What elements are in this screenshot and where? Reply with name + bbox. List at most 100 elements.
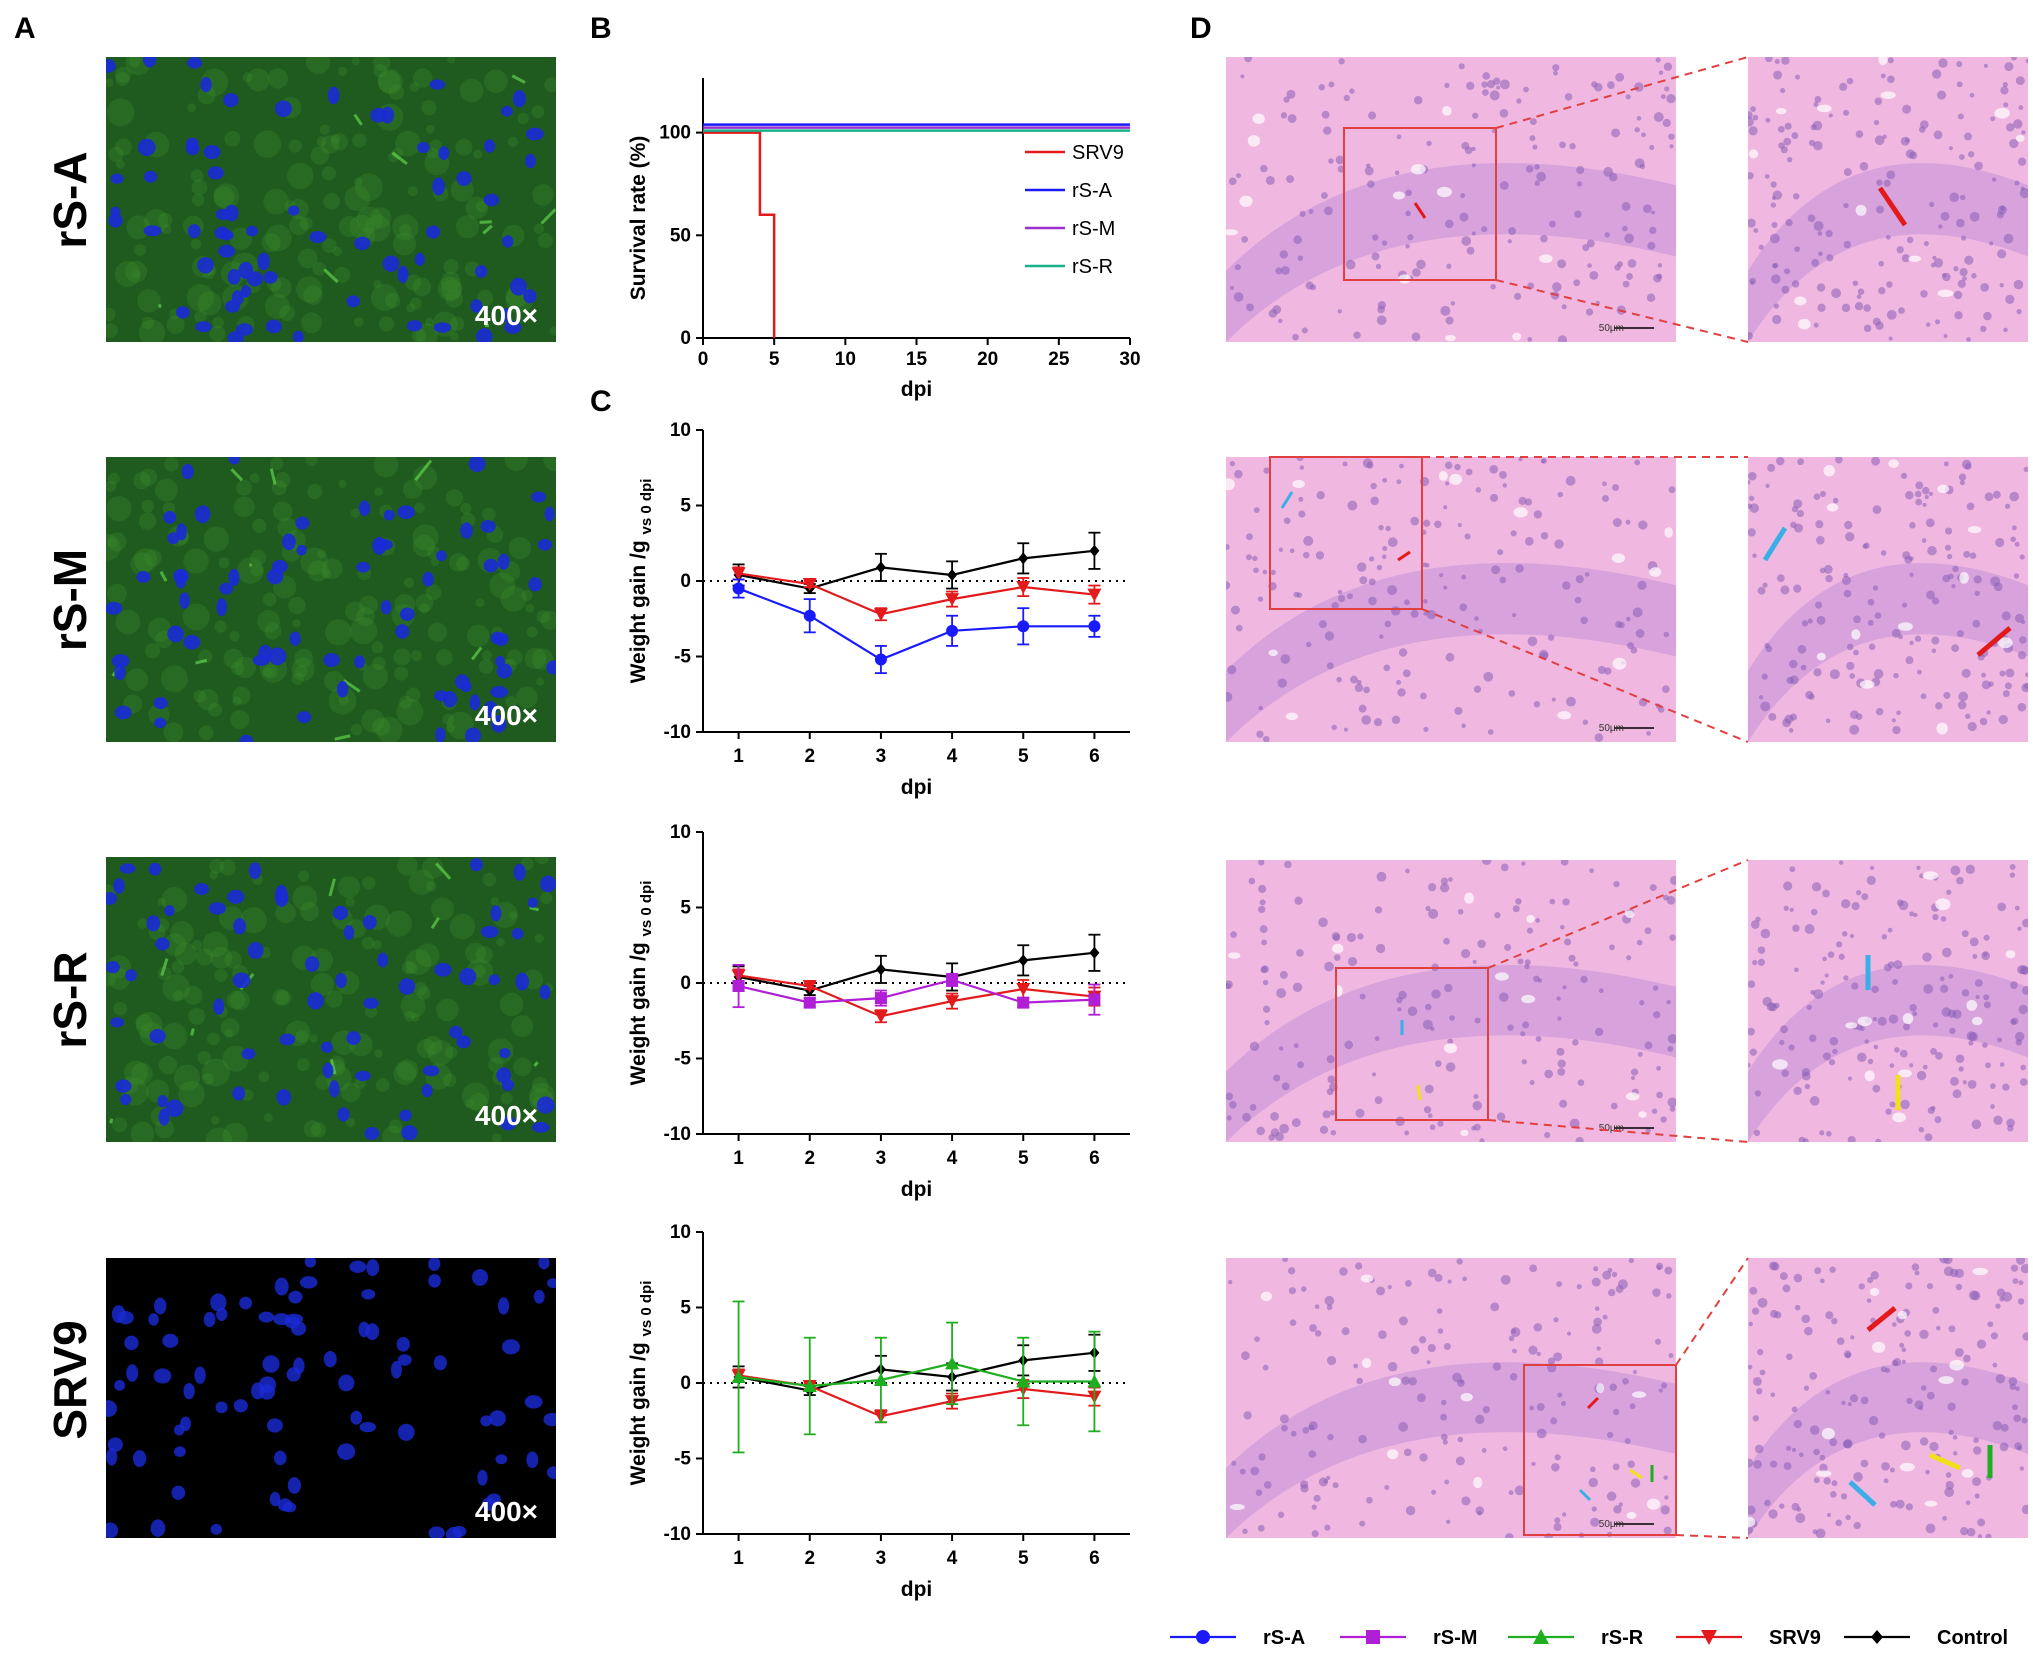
cell [1302, 1427, 1310, 1434]
cell [1941, 947, 1952, 958]
tissue-texture [411, 328, 427, 342]
cell [1529, 1080, 1535, 1086]
cell [1278, 318, 1283, 324]
cell [1226, 983, 1231, 990]
cell [1793, 193, 1800, 200]
cell [1346, 593, 1354, 600]
cell [1471, 163, 1476, 168]
cell [1455, 1456, 1465, 1466]
tissue-texture [115, 66, 132, 83]
cell [1757, 946, 1766, 954]
tissue-texture [371, 641, 384, 654]
cell [1754, 1444, 1764, 1454]
cell [1930, 262, 1936, 268]
cell [1757, 1348, 1764, 1356]
cell [1248, 877, 1256, 885]
cell [1901, 254, 1910, 263]
cell [1878, 1432, 1886, 1439]
cell [1331, 602, 1339, 610]
tissue-texture [306, 57, 331, 75]
cell [1891, 628, 1901, 638]
nucleus [119, 863, 136, 874]
cell [1350, 675, 1358, 684]
cell [1593, 1266, 1599, 1272]
nucleus [523, 289, 537, 304]
vacuole [1772, 1059, 1788, 1070]
vacuole [1821, 1427, 1835, 1440]
tissue-texture [212, 316, 224, 329]
cell [1961, 668, 1971, 678]
cell [1407, 1006, 1418, 1017]
cell [1630, 1075, 1636, 1081]
cell [1591, 1506, 1597, 1512]
cell [1942, 1515, 1947, 1521]
tissue-texture [296, 276, 323, 303]
cell [1764, 174, 1770, 179]
cell [1473, 1094, 1479, 1100]
he-image-rs-r: 50μm [1226, 860, 1676, 1142]
nucleus [537, 539, 553, 551]
cell [1445, 652, 1455, 662]
tissue-texture [275, 902, 296, 923]
cell [1258, 1453, 1266, 1461]
cell [1872, 585, 1879, 591]
cell [1968, 1040, 1974, 1046]
cell [1952, 1435, 1958, 1440]
nucleus [124, 1335, 139, 1351]
cell [1840, 1493, 1848, 1500]
vacuole [1845, 1022, 1858, 1029]
cell [1434, 1273, 1443, 1282]
cell [1896, 710, 1901, 716]
cell [1954, 1268, 1964, 1278]
tissue-texture [382, 1125, 405, 1142]
cell [1379, 634, 1384, 639]
cell [1589, 868, 1594, 873]
cell [1457, 523, 1462, 528]
nucleus [111, 1305, 126, 1324]
nucleus [210, 1293, 227, 1312]
cell [1561, 1400, 1567, 1406]
cell [1765, 483, 1770, 488]
cell [1627, 259, 1637, 268]
nucleus [299, 1276, 318, 1289]
nucleus [106, 58, 116, 73]
vacuole [1596, 1383, 1605, 1394]
cell [1791, 505, 1799, 513]
cell [1422, 1019, 1433, 1030]
nucleus [401, 1125, 418, 1141]
cell [1977, 1518, 1986, 1527]
data-point [731, 1369, 746, 1383]
tissue-texture [161, 224, 172, 235]
tissue-texture [399, 223, 412, 237]
tissue-texture [417, 986, 431, 1000]
cell [1824, 973, 1829, 978]
cell [1353, 331, 1361, 339]
tissue-texture [544, 77, 556, 93]
cell [1499, 109, 1509, 118]
cell [1525, 165, 1534, 173]
tissue-texture [133, 471, 151, 490]
cell [1566, 1331, 1572, 1336]
tissue-texture [331, 133, 349, 151]
cell [1841, 575, 1852, 585]
data-point [1016, 983, 1031, 997]
cell [1580, 975, 1588, 983]
cell [1995, 1374, 2006, 1384]
fiber [479, 220, 492, 224]
y-axis-label: Weight gain /g vs 0 dpi [627, 1281, 655, 1486]
tissue-texture [407, 186, 418, 197]
cell [1321, 110, 1330, 119]
cell [1401, 1376, 1410, 1385]
nucleus [546, 660, 556, 675]
nucleus [480, 925, 499, 939]
nucleus [470, 857, 483, 872]
cell [1551, 697, 1556, 702]
tissue-texture [409, 82, 420, 93]
cell [1518, 496, 1527, 505]
cell [1658, 1388, 1663, 1393]
nucleus [337, 1443, 356, 1461]
cell [1956, 630, 1964, 638]
tissue-texture [401, 960, 416, 975]
cell [1770, 274, 1781, 284]
nucleus [456, 1035, 471, 1049]
